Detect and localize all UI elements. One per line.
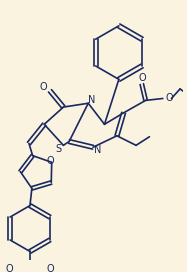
Text: O: O — [39, 82, 47, 92]
Text: O: O — [5, 264, 13, 272]
Text: N: N — [94, 145, 102, 155]
Text: O: O — [166, 94, 173, 103]
Text: O: O — [46, 264, 54, 272]
Text: O: O — [47, 156, 55, 166]
Text: S: S — [56, 144, 62, 154]
Text: O: O — [139, 73, 147, 84]
Text: N: N — [88, 95, 96, 105]
